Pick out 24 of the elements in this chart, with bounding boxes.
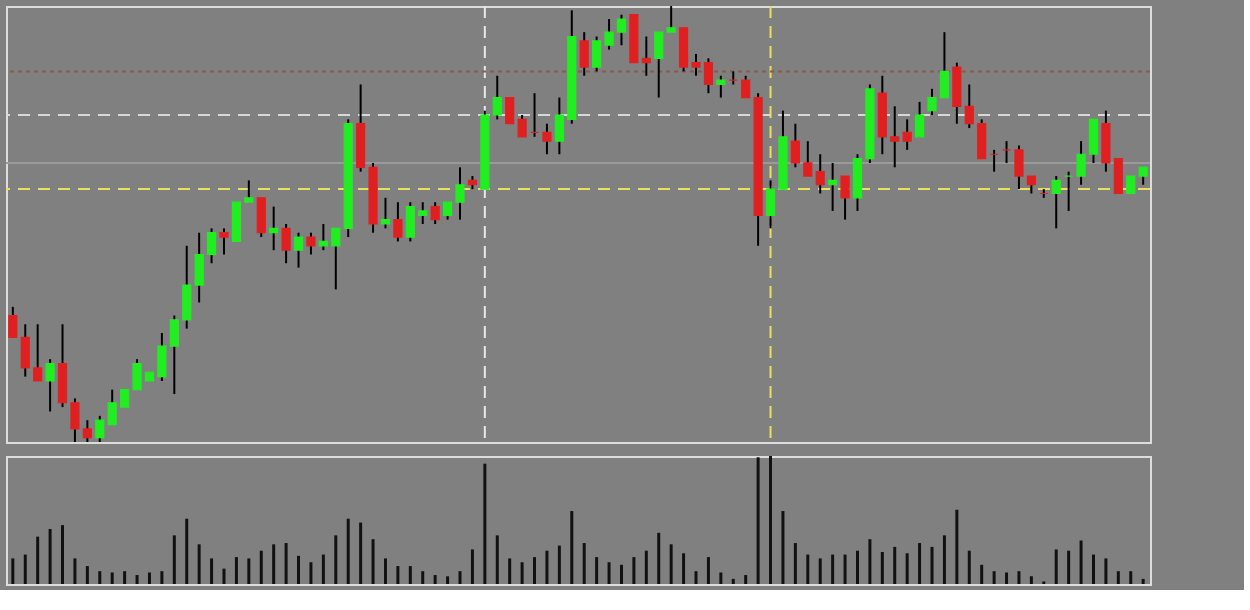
candlestick: [45, 358, 55, 413]
candlestick: [716, 74, 726, 99]
candlestick: [95, 414, 105, 443]
candlestick: [8, 305, 18, 339]
candlestick: [828, 161, 838, 212]
candlestick: [840, 175, 850, 221]
candlestick: [914, 100, 925, 138]
candlestick: [293, 231, 304, 269]
candlestick: [815, 153, 825, 195]
candlestick: [952, 61, 962, 125]
candlestick: [281, 223, 291, 265]
candlestick: [902, 118, 912, 151]
candlestick: [393, 201, 403, 243]
candlestick: [492, 74, 502, 121]
candlestick: [579, 31, 589, 77]
candlestick: [430, 201, 440, 225]
candlestick: [1051, 175, 1061, 230]
candlestick: [666, 5, 676, 34]
candlestick: [219, 227, 229, 256]
candlestick: [380, 196, 391, 230]
candlestick: [306, 231, 316, 256]
candlestick: [654, 31, 664, 99]
candlestick: [256, 196, 266, 239]
candlestick: [269, 205, 279, 252]
